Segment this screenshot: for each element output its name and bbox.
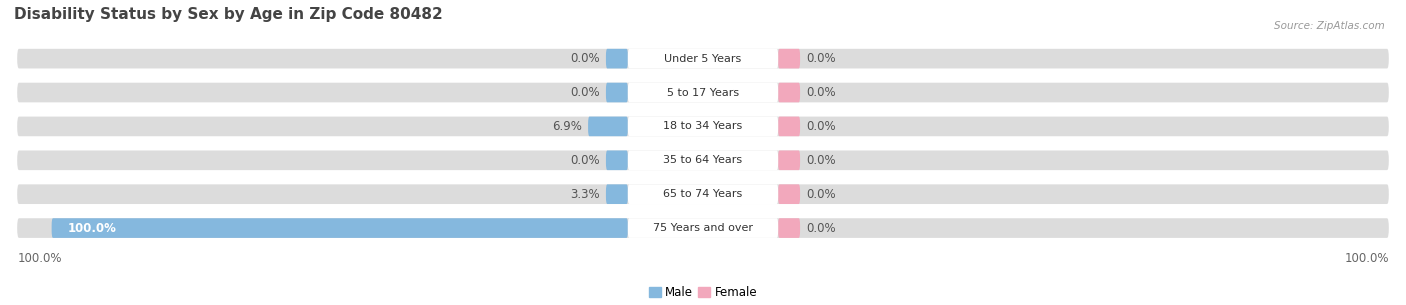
Text: 100.0%: 100.0% [17, 253, 62, 265]
FancyBboxPatch shape [628, 83, 778, 102]
FancyBboxPatch shape [778, 49, 800, 68]
FancyBboxPatch shape [778, 218, 800, 238]
Text: Disability Status by Sex by Age in Zip Code 80482: Disability Status by Sex by Age in Zip C… [14, 7, 443, 22]
Text: 75 Years and over: 75 Years and over [652, 223, 754, 233]
FancyBboxPatch shape [52, 218, 628, 238]
FancyBboxPatch shape [17, 184, 1389, 204]
Text: Source: ZipAtlas.com: Source: ZipAtlas.com [1274, 21, 1385, 31]
Text: 3.3%: 3.3% [569, 188, 599, 201]
Text: 0.0%: 0.0% [807, 86, 837, 99]
Text: 0.0%: 0.0% [569, 86, 599, 99]
FancyBboxPatch shape [17, 117, 1389, 136]
FancyBboxPatch shape [628, 117, 778, 136]
Text: 18 to 34 Years: 18 to 34 Years [664, 121, 742, 131]
FancyBboxPatch shape [17, 49, 1389, 68]
Text: 6.9%: 6.9% [553, 120, 582, 133]
Text: 0.0%: 0.0% [807, 120, 837, 133]
Text: 0.0%: 0.0% [569, 52, 599, 65]
FancyBboxPatch shape [628, 184, 778, 204]
FancyBboxPatch shape [17, 150, 1389, 170]
FancyBboxPatch shape [628, 150, 778, 170]
Text: 100.0%: 100.0% [67, 221, 117, 235]
FancyBboxPatch shape [588, 117, 628, 136]
FancyBboxPatch shape [628, 49, 778, 68]
Text: 0.0%: 0.0% [807, 52, 837, 65]
FancyBboxPatch shape [17, 83, 1389, 102]
Text: 5 to 17 Years: 5 to 17 Years [666, 88, 740, 98]
FancyBboxPatch shape [778, 184, 800, 204]
Text: 0.0%: 0.0% [807, 221, 837, 235]
FancyBboxPatch shape [606, 83, 628, 102]
FancyBboxPatch shape [606, 150, 628, 170]
FancyBboxPatch shape [778, 117, 800, 136]
Text: 65 to 74 Years: 65 to 74 Years [664, 189, 742, 199]
FancyBboxPatch shape [628, 218, 778, 238]
FancyBboxPatch shape [778, 83, 800, 102]
Text: 0.0%: 0.0% [569, 154, 599, 167]
Text: 0.0%: 0.0% [807, 188, 837, 201]
Legend: Male, Female: Male, Female [644, 282, 762, 304]
Text: Under 5 Years: Under 5 Years [665, 54, 741, 64]
FancyBboxPatch shape [778, 150, 800, 170]
FancyBboxPatch shape [17, 218, 1389, 238]
FancyBboxPatch shape [606, 184, 628, 204]
Text: 35 to 64 Years: 35 to 64 Years [664, 155, 742, 165]
Text: 100.0%: 100.0% [1344, 253, 1389, 265]
Text: 0.0%: 0.0% [807, 154, 837, 167]
FancyBboxPatch shape [606, 49, 628, 68]
